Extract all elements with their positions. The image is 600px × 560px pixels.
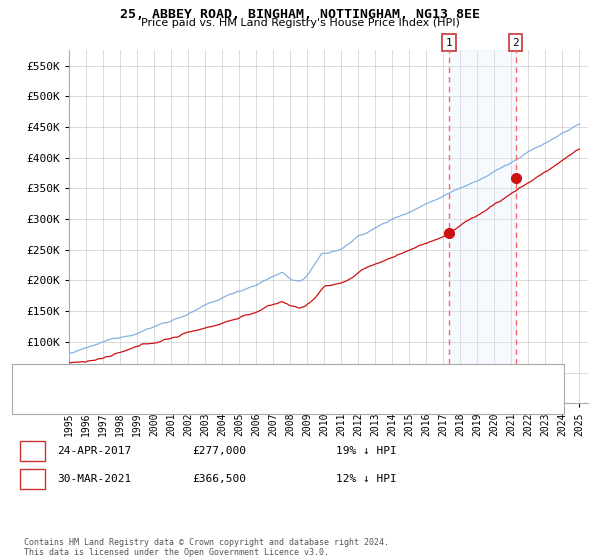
Text: Price paid vs. HM Land Registry's House Price Index (HPI): Price paid vs. HM Land Registry's House …	[140, 18, 460, 28]
Text: 24-APR-2017: 24-APR-2017	[57, 446, 131, 456]
Text: 25, ABBEY ROAD, BINGHAM, NOTTINGHAM, NG13 8EE: 25, ABBEY ROAD, BINGHAM, NOTTINGHAM, NG1…	[120, 8, 480, 21]
Text: 19% ↓ HPI: 19% ↓ HPI	[336, 446, 397, 456]
Text: ——: ——	[27, 368, 44, 382]
Text: ——: ——	[27, 386, 44, 401]
Text: 2: 2	[29, 474, 36, 484]
Text: 30-MAR-2021: 30-MAR-2021	[57, 474, 131, 484]
Text: £277,000: £277,000	[192, 446, 246, 456]
Text: £366,500: £366,500	[192, 474, 246, 484]
Bar	[449, 50, 515, 403]
Text: HPI: Average price, detached house, Rushcliffe: HPI: Average price, detached house, Rush…	[57, 389, 344, 399]
Text: 1: 1	[446, 38, 452, 48]
Text: 25, ABBEY ROAD, BINGHAM, NOTTINGHAM, NG13 8EE (detached house): 25, ABBEY ROAD, BINGHAM, NOTTINGHAM, NG1…	[57, 370, 445, 380]
Text: Contains HM Land Registry data © Crown copyright and database right 2024.
This d: Contains HM Land Registry data © Crown c…	[24, 538, 389, 557]
Text: 2: 2	[512, 38, 519, 48]
Text: 12% ↓ HPI: 12% ↓ HPI	[336, 474, 397, 484]
Text: 1: 1	[29, 446, 36, 456]
